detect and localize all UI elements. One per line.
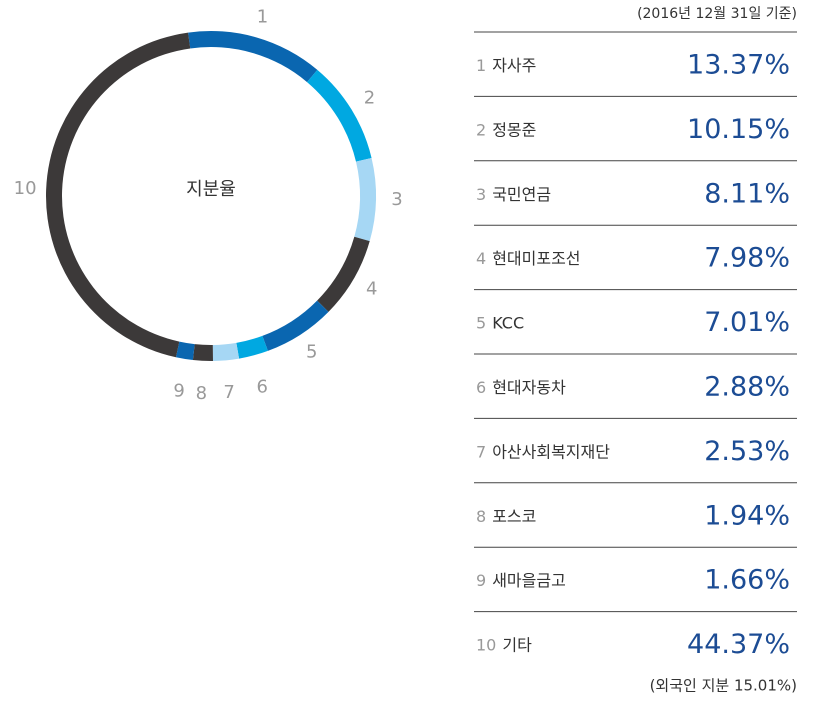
row-label: 2 정몽준 (476, 120, 536, 139)
row-name: 국민연금 (492, 184, 551, 203)
row-value: 10.15% (687, 114, 790, 145)
row-value: 13.37% (687, 50, 790, 81)
row-value: 2.53% (704, 436, 790, 467)
row-value: 7.01% (704, 307, 790, 338)
row-name: 아산사회복지재단 (492, 442, 610, 461)
row-number: 2 (476, 120, 486, 139)
row-name: 자사주 (492, 56, 536, 75)
donut-segment (354, 157, 376, 242)
donut-segment (188, 31, 318, 83)
segment-number: 3 (391, 189, 402, 210)
row-value: 2.88% (704, 372, 790, 403)
row-label: 1 자사주 (476, 56, 536, 75)
row-label: 3 국민연금 (476, 184, 551, 203)
row-number: 5 (476, 313, 486, 332)
donut-segment (262, 300, 329, 351)
footnote: (외국인 지분 15.01%) (650, 677, 797, 695)
row-label: 7 아산사회복지재단 (476, 442, 610, 461)
row-label: 9 새마을금고 (476, 571, 566, 590)
row-number: 7 (476, 442, 486, 461)
row-name: 새마을금고 (492, 571, 566, 590)
row-label: 6 현대자동차 (476, 378, 566, 397)
row-number: 1 (476, 56, 486, 75)
row-name: 현대미포조선 (492, 249, 580, 268)
row-value: 7.98% (704, 243, 790, 274)
segment-number: 4 (366, 279, 377, 300)
segment-number: 5 (306, 341, 317, 362)
row-number: 3 (476, 184, 486, 203)
row-number: 4 (476, 249, 486, 268)
segment-number: 6 (256, 376, 267, 397)
donut-segment (192, 344, 213, 361)
row-value: 1.94% (704, 500, 790, 531)
donut-segment (46, 32, 191, 358)
row-label: 5 KCC (476, 313, 524, 332)
segment-number: 10 (14, 178, 37, 199)
row-label: 8 포스코 (476, 506, 536, 525)
row-name: 현대자동차 (492, 378, 566, 397)
row-label: 4 현대미포조선 (476, 249, 581, 268)
donut-segment (236, 335, 268, 359)
segment-number: 7 (223, 382, 234, 403)
segment-number: 2 (364, 88, 375, 109)
segment-number: 8 (196, 383, 207, 404)
donut-segment (175, 341, 195, 361)
row-name: KCC (492, 313, 524, 332)
row-number: 9 (476, 571, 486, 590)
donut-segment (317, 236, 370, 312)
row-value: 44.37% (687, 629, 790, 660)
row-value: 8.11% (704, 178, 790, 209)
row-number: 6 (476, 378, 486, 397)
donut-segment (307, 69, 372, 162)
donut-segment (212, 342, 240, 361)
row-number: 8 (476, 506, 486, 525)
center-label: 지분율 (186, 179, 236, 200)
segment-number: 9 (173, 380, 184, 401)
row-name: 정몽준 (492, 120, 536, 139)
row-value: 1.66% (704, 565, 790, 596)
row-name: 포스코 (492, 506, 536, 525)
row-name: 기타 (502, 635, 532, 654)
note: (2016년 12월 31일 기준) (637, 6, 797, 22)
row-number: 10 (476, 635, 496, 654)
row-label: 10 기타 (476, 635, 532, 654)
segment-number: 1 (257, 6, 268, 27)
